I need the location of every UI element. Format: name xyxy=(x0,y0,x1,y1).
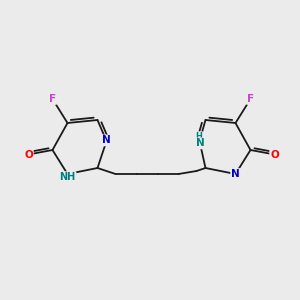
Text: N: N xyxy=(102,135,111,146)
Text: O: O xyxy=(270,149,279,160)
Text: F: F xyxy=(49,94,56,104)
Text: N: N xyxy=(231,169,240,179)
Text: NH: NH xyxy=(59,172,76,182)
Text: F: F xyxy=(247,94,254,104)
Text: O: O xyxy=(24,149,33,160)
Text: N: N xyxy=(196,138,205,148)
Text: H: H xyxy=(196,132,202,141)
